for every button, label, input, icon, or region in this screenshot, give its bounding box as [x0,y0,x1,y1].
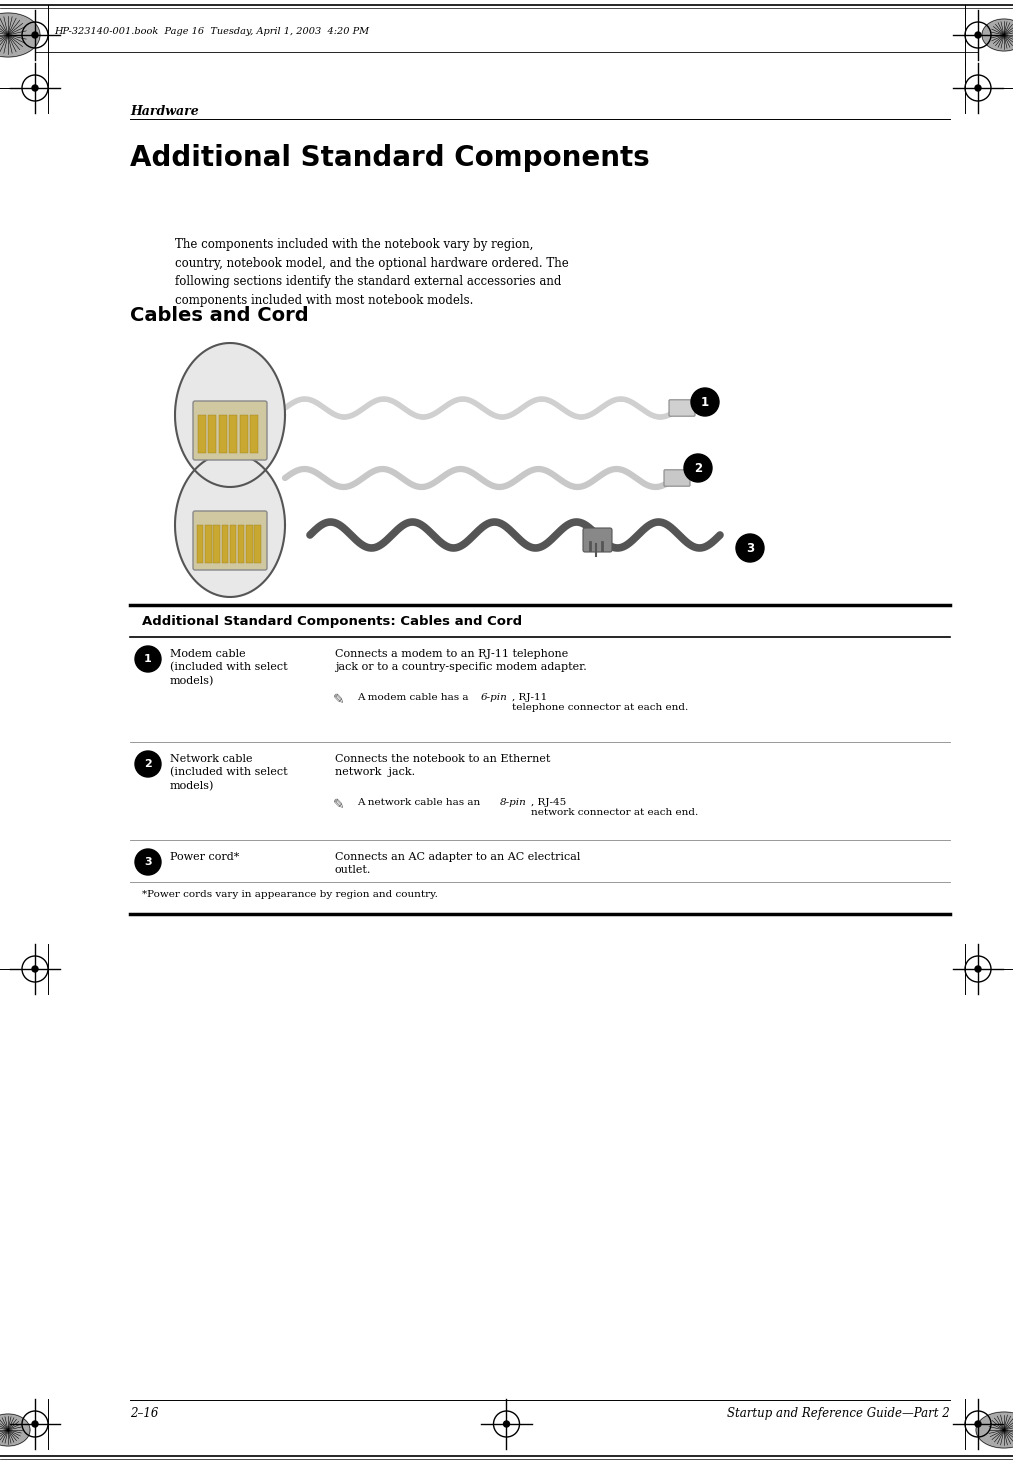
Text: 3: 3 [746,541,754,554]
Circle shape [691,387,719,417]
FancyBboxPatch shape [240,415,248,453]
FancyBboxPatch shape [206,525,212,563]
Text: 6-pin: 6-pin [481,693,508,702]
Text: 3: 3 [144,857,152,867]
Circle shape [975,32,981,38]
Polygon shape [0,1414,30,1446]
Circle shape [32,32,38,38]
FancyBboxPatch shape [222,525,228,563]
Text: Cables and Cord: Cables and Cord [130,306,309,325]
Text: 1: 1 [701,396,709,408]
Text: ✎: ✎ [333,693,344,708]
Text: Connects a modem to an RJ-11 telephone
jack or to a country-specific modem adapt: Connects a modem to an RJ-11 telephone j… [335,649,587,673]
FancyBboxPatch shape [230,415,237,453]
Text: 2: 2 [144,759,152,769]
Text: , RJ-11
telephone connector at each end.: , RJ-11 telephone connector at each end. [512,693,688,712]
Text: Modem cable
(included with select
models): Modem cable (included with select models… [170,649,288,686]
FancyBboxPatch shape [198,415,206,453]
Polygon shape [0,13,40,57]
Circle shape [32,1421,38,1427]
Circle shape [135,646,161,673]
Text: A modem cable has a: A modem cable has a [357,693,472,702]
Text: Connects an AC adapter to an AC electrical
outlet.: Connects an AC adapter to an AC electric… [335,852,580,876]
Text: Network cable
(included with select
models): Network cable (included with select mode… [170,754,288,791]
FancyBboxPatch shape [238,525,244,563]
FancyBboxPatch shape [664,469,690,487]
Circle shape [503,1421,510,1427]
FancyBboxPatch shape [583,528,612,553]
Text: Startup and Reference Guide—Part 2: Startup and Reference Guide—Part 2 [727,1406,950,1420]
Polygon shape [175,344,285,487]
Circle shape [975,966,981,972]
Circle shape [736,534,764,561]
Text: Hardware: Hardware [130,105,199,118]
FancyBboxPatch shape [214,525,220,563]
Text: Additional Standard Components: Cables and Cord: Additional Standard Components: Cables a… [142,614,522,627]
Circle shape [135,751,161,776]
Circle shape [684,455,712,482]
Text: A network cable has an: A network cable has an [357,798,483,807]
FancyBboxPatch shape [197,525,204,563]
FancyBboxPatch shape [254,525,261,563]
Polygon shape [175,453,285,596]
Circle shape [975,1421,981,1427]
FancyBboxPatch shape [193,512,267,570]
FancyBboxPatch shape [193,401,267,461]
Text: ✎: ✎ [333,798,344,811]
Text: 2–16: 2–16 [130,1406,158,1420]
Text: The components included with the notebook vary by region,
country, notebook mode: The components included with the noteboo… [175,238,568,307]
FancyBboxPatch shape [209,415,217,453]
Text: , RJ-45
network connector at each end.: , RJ-45 network connector at each end. [531,798,698,817]
FancyBboxPatch shape [250,415,258,453]
Polygon shape [976,1412,1013,1447]
FancyBboxPatch shape [230,525,236,563]
FancyBboxPatch shape [219,415,227,453]
Polygon shape [982,19,1013,51]
Text: Connects the notebook to an Ethernet
network  jack.: Connects the notebook to an Ethernet net… [335,754,550,778]
Text: HP-323140-001.book  Page 16  Tuesday, April 1, 2003  4:20 PM: HP-323140-001.book Page 16 Tuesday, Apri… [54,28,369,37]
Text: *Power cords vary in appearance by region and country.: *Power cords vary in appearance by regio… [142,890,438,899]
Circle shape [975,85,981,91]
FancyBboxPatch shape [246,525,252,563]
Text: Additional Standard Components: Additional Standard Components [130,143,649,173]
Text: 1: 1 [144,654,152,664]
Text: Power cord*: Power cord* [170,852,239,863]
Text: 2: 2 [694,462,702,475]
Circle shape [32,85,38,91]
FancyBboxPatch shape [669,399,695,417]
Text: 8-pin: 8-pin [499,798,527,807]
Circle shape [32,966,38,972]
Circle shape [135,849,161,874]
